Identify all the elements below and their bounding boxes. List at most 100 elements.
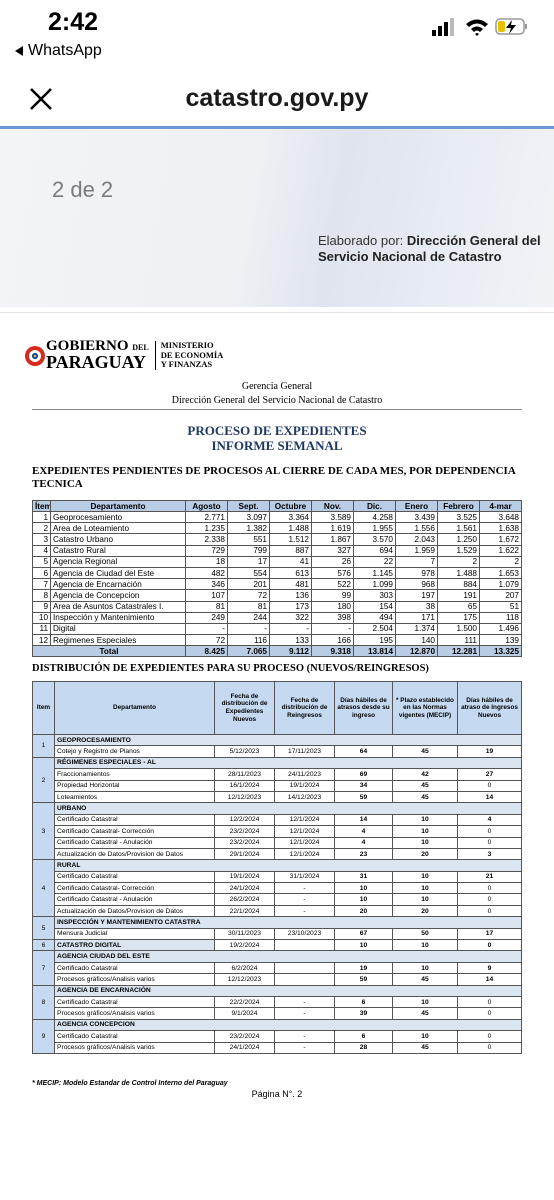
table-row: 1 Geoprocesamiento 2.771 3.097 3.364 3.589 4.2… bbox=[32, 510, 522, 524]
count: 2.771 bbox=[185, 510, 228, 524]
count: 72 bbox=[227, 589, 270, 602]
department: Agencia de Encarnación bbox=[50, 578, 186, 591]
directorate: Dirección General del Servicio Nacional … bbox=[171, 395, 383, 406]
total-count: 12.870 bbox=[395, 645, 438, 658]
count: - bbox=[185, 622, 228, 636]
count: 1.488 bbox=[437, 566, 480, 580]
page-number: Página N°. 2 bbox=[251, 1089, 303, 1099]
cell-value: - bbox=[274, 1030, 335, 1043]
count: 118 bbox=[479, 611, 522, 624]
cell-value: 0 bbox=[457, 779, 522, 792]
cell-value: 19/1/2024 bbox=[274, 779, 335, 792]
count: 99 bbox=[311, 589, 354, 602]
cell-value: 12/1/2024 bbox=[274, 825, 335, 838]
department: Inspección y Mantenimiento bbox=[50, 611, 186, 624]
count: 195 bbox=[353, 634, 396, 647]
count: 2.338 bbox=[185, 533, 228, 546]
item-number: 12 bbox=[32, 634, 51, 647]
title: PROCESO DE EXPEDIENTES bbox=[187, 423, 367, 438]
group-name: RÉGIMENES ESPECIALES - AL bbox=[54, 756, 522, 770]
total-count: 9.112 bbox=[269, 645, 312, 658]
count: 1.959 bbox=[395, 544, 438, 557]
item-number: 6 bbox=[32, 566, 51, 580]
group-name: CATASTRO DIGITAL bbox=[54, 939, 215, 952]
department: Area de Loteamiento bbox=[50, 522, 186, 535]
count: 81 bbox=[227, 600, 270, 613]
cell-value: 45 bbox=[392, 1041, 458, 1054]
table-row: Cotejo y Registro de Planos 5/12/2023 17/1… bbox=[33, 745, 522, 758]
table-row: Certificado Catastral 22/2/2024-6 10 0 bbox=[33, 995, 522, 1009]
count: 729 bbox=[185, 544, 228, 557]
count: 175 bbox=[437, 611, 480, 624]
process-name: Certificado Catastral- Corrección bbox=[54, 882, 215, 895]
column-header: 4-mar bbox=[479, 500, 522, 512]
cell-value: 20 bbox=[334, 904, 393, 918]
item-number: 7 bbox=[32, 578, 51, 591]
count: 968 bbox=[395, 578, 438, 591]
count: 116 bbox=[227, 634, 270, 647]
table-row: Actualización de Datos/Provision de Dato… bbox=[33, 847, 522, 861]
cell-value: 12/12/2023 bbox=[214, 973, 275, 986]
total-row: Total 8.425 7.065 9.112 9.318 13.814 12.870 12.… bbox=[32, 645, 522, 658]
count: 303 bbox=[353, 589, 396, 602]
cell-value: 22/1/2024 bbox=[214, 904, 275, 918]
back-arrow bbox=[15, 46, 23, 56]
count: 3.648 bbox=[479, 510, 522, 524]
count: 107 bbox=[185, 589, 228, 602]
cell-value: 10 bbox=[392, 1030, 458, 1043]
count: 1.622 bbox=[479, 544, 522, 557]
cell-value bbox=[274, 961, 335, 975]
count: 799 bbox=[227, 544, 270, 557]
count: 1.099 bbox=[353, 578, 396, 591]
status-bar: 2:42 WhatsApp bbox=[0, 0, 554, 80]
group-row: 8 AGENCIA DE ENCARNACIÓN bbox=[32, 984, 522, 1020]
cell-value: 17/11/2023 bbox=[274, 745, 335, 758]
url: catastro.gov.py bbox=[185, 84, 369, 112]
cell-value: 69 bbox=[334, 768, 393, 781]
total-count: 7.065 bbox=[227, 645, 270, 658]
count: - bbox=[227, 622, 270, 636]
banner: 2 de 2 Elaborado por: Dirección General … bbox=[0, 126, 554, 307]
cell-value: 0 bbox=[457, 1007, 522, 1020]
cell-value: 64 bbox=[334, 745, 393, 758]
count: 4.258 bbox=[353, 510, 396, 524]
back-to-app[interactable]: WhatsApp bbox=[14, 42, 102, 60]
cell-value: 14 bbox=[457, 790, 522, 804]
cell-value: 0 bbox=[457, 882, 522, 895]
process-name: Certificado Catastral bbox=[54, 870, 215, 884]
count: 2 bbox=[437, 555, 480, 568]
cell-value: 12/1/2024 bbox=[274, 836, 335, 849]
column-header: Item bbox=[32, 681, 55, 735]
item-number: 9 bbox=[32, 1018, 55, 1054]
item-number: 4 bbox=[32, 544, 51, 557]
count: 1.867 bbox=[311, 533, 354, 546]
group-row: 4 RURAL bbox=[32, 859, 522, 918]
column-header: Agosto bbox=[185, 500, 228, 512]
cell-value: 10 bbox=[334, 882, 393, 895]
pending-table: Ítem Departamento Agosto Sept. Octubre Nov. Di… bbox=[32, 500, 522, 658]
cell-value: 24/1/2024 bbox=[214, 1041, 275, 1054]
logo: GOBIERNO DEL PARAGUAY MINISTERIO DE ECON… bbox=[24, 339, 223, 372]
cell-value: 28/11/2023 bbox=[214, 768, 275, 781]
cell-value: 4 bbox=[334, 825, 393, 838]
department: Area de Asuntos Catastrales I. bbox=[50, 600, 186, 613]
count: 173 bbox=[269, 600, 312, 613]
ministry: MINISTERIO DE ECONOMÍA Y FINANZAS bbox=[154, 341, 223, 370]
group-row: 7 AGENCIA CIUDAD DEL ESTE bbox=[32, 950, 522, 986]
cell-value: 28 bbox=[334, 1041, 393, 1054]
table-row: 9 Area de Asuntos Catastrales I. 81 81 173 18… bbox=[32, 600, 522, 613]
cell-value: - bbox=[274, 904, 335, 918]
count: 1.374 bbox=[395, 622, 438, 636]
cell-value: 12/12/2023 bbox=[214, 790, 275, 804]
count: 3.589 bbox=[311, 510, 354, 524]
group-row: 9 AGENCIA CONCEPCION bbox=[32, 1018, 522, 1054]
cell-value: 10 bbox=[392, 825, 458, 838]
subtitle: INFORME SEMANAL bbox=[211, 438, 343, 453]
cell-value: 45 bbox=[392, 790, 458, 804]
department: Agencia Regional bbox=[50, 555, 186, 568]
browser-bar: catastro.gov.py bbox=[0, 78, 554, 124]
close-button[interactable] bbox=[28, 86, 54, 112]
count: 154 bbox=[353, 600, 396, 613]
cell-value: 19 bbox=[457, 745, 522, 758]
count: 3.097 bbox=[227, 510, 270, 524]
